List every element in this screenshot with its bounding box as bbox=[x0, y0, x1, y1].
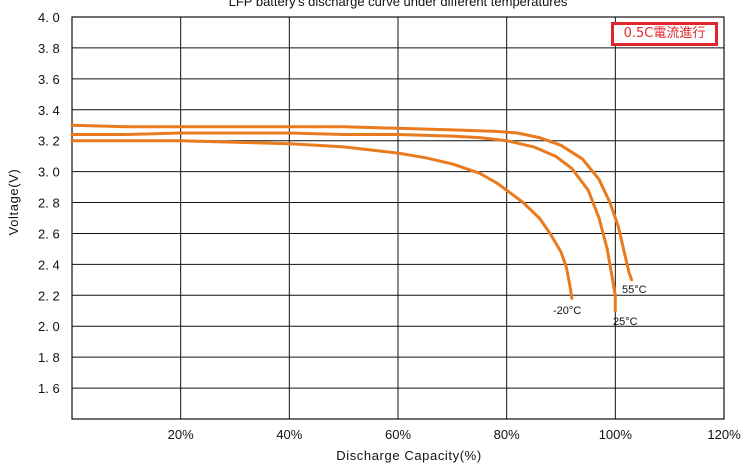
x-tick-label: 120% bbox=[707, 427, 741, 442]
y-tick-label: 3. 8 bbox=[38, 41, 60, 56]
series-labels: 55°C 25°C -20°C bbox=[553, 284, 647, 328]
y-tick-label: 2. 0 bbox=[38, 319, 60, 334]
y-tick-label: 2. 4 bbox=[38, 257, 60, 272]
y-tick-label: 3. 6 bbox=[38, 72, 60, 87]
series-lines bbox=[70, 123, 634, 313]
series-line bbox=[70, 139, 574, 300]
y-tick-label: 1. 6 bbox=[38, 381, 60, 396]
series-line bbox=[70, 123, 634, 282]
series-line bbox=[70, 131, 617, 313]
series-label: 55°C bbox=[622, 284, 647, 296]
x-tick-label: 80% bbox=[494, 427, 520, 442]
y-tick-label: 2. 2 bbox=[38, 288, 60, 303]
series-label: -20°C bbox=[553, 305, 581, 317]
y-tick-label: 4. 0 bbox=[38, 10, 60, 25]
chart-title: LFP battery's discharge curve under diff… bbox=[229, 0, 568, 9]
y-tick-label: 3. 0 bbox=[38, 165, 60, 180]
series-label: 25°C bbox=[613, 316, 638, 328]
x-axis-label: Discharge Capacity(%) bbox=[336, 448, 482, 463]
y-tick-label: 3. 4 bbox=[38, 103, 60, 118]
x-tick-label: 20% bbox=[168, 427, 194, 442]
plot-grid bbox=[71, 16, 725, 420]
rate-annotation-badge: 0.5C電流進行 bbox=[611, 22, 718, 46]
y-axis-label: Voltage(V) bbox=[6, 169, 21, 236]
y-tick-label: 2. 8 bbox=[38, 196, 60, 211]
axis-ticks: 4. 0 3. 8 3. 6 3. 4 3. 2 3. 0 2. 8 2. 6 2. 4 2. 2… bbox=[38, 10, 741, 442]
x-tick-label: 100% bbox=[599, 427, 633, 442]
x-tick-label: 40% bbox=[276, 427, 302, 442]
y-tick-label: 3. 2 bbox=[38, 134, 60, 149]
y-tick-label: 1. 8 bbox=[38, 350, 60, 365]
y-tick-label: 2. 6 bbox=[38, 226, 60, 241]
x-tick-label: 60% bbox=[385, 427, 411, 442]
